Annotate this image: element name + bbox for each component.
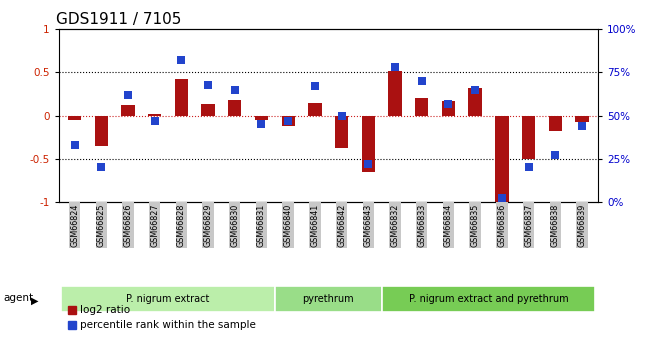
Point (443, 101, 454, 106)
Text: ▶: ▶ (31, 296, 39, 306)
Text: GSM66829: GSM66829 (203, 204, 213, 247)
Point (96, 165, 107, 170)
Text: GSM66835: GSM66835 (471, 204, 480, 247)
Bar (549, 116, 562, 131)
Legend: log2 ratio, percentile rank within the sample: log2 ratio, percentile rank within the s… (64, 301, 261, 335)
Text: GSM66833: GSM66833 (417, 204, 426, 247)
Text: GSM66831: GSM66831 (257, 204, 266, 247)
Point (577, 123, 587, 129)
Text: GSM66825: GSM66825 (97, 204, 106, 247)
Bar (442, 101, 455, 116)
Text: GSM66836: GSM66836 (497, 204, 506, 247)
Bar (335, 116, 348, 148)
Bar (575, 116, 589, 121)
Bar (175, 79, 188, 116)
Text: P. nigrum extract: P. nigrum extract (126, 294, 210, 304)
Text: GSM66834: GSM66834 (444, 204, 453, 247)
Text: GSM66840: GSM66840 (283, 204, 292, 247)
Text: GSM66837: GSM66837 (524, 204, 533, 247)
Text: pyrethrum: pyrethrum (302, 294, 354, 304)
Text: GSM66839: GSM66839 (577, 204, 586, 247)
Text: GSM66843: GSM66843 (364, 204, 373, 247)
Point (470, 87, 480, 92)
Bar (255, 116, 268, 120)
Text: GSM66827: GSM66827 (150, 204, 159, 247)
Bar (122, 105, 135, 116)
Bar (495, 116, 508, 202)
Text: P. nigrum extract and pyrethrum: P. nigrum extract and pyrethrum (409, 294, 568, 304)
Point (337, 113, 347, 118)
Point (203, 82, 213, 87)
Point (150, 118, 160, 124)
Point (497, 196, 507, 201)
Point (256, 121, 266, 127)
Bar (228, 100, 241, 116)
Point (417, 78, 427, 84)
Bar (522, 116, 535, 159)
Point (283, 118, 293, 124)
Text: agent: agent (3, 293, 33, 303)
Text: GSM66832: GSM66832 (391, 204, 400, 247)
Point (123, 92, 133, 98)
Point (176, 58, 187, 63)
Text: GDS1911 / 7105: GDS1911 / 7105 (56, 12, 181, 27)
Point (550, 152, 560, 158)
Bar (202, 104, 214, 116)
Point (523, 165, 534, 170)
Bar (148, 114, 161, 116)
Bar (388, 71, 402, 116)
Bar (469, 88, 482, 116)
Point (70, 142, 80, 148)
Bar (281, 116, 295, 126)
Text: GSM66826: GSM66826 (124, 204, 133, 247)
Text: GSM66830: GSM66830 (230, 204, 239, 247)
Text: GSM66828: GSM66828 (177, 204, 186, 247)
Bar (415, 98, 428, 116)
Bar (361, 116, 375, 171)
Bar (308, 103, 322, 116)
Text: GSM66824: GSM66824 (70, 204, 79, 247)
Bar (68, 116, 81, 120)
Text: GSM66838: GSM66838 (551, 204, 560, 247)
Point (229, 87, 240, 92)
Text: GSM66841: GSM66841 (311, 204, 319, 247)
Text: GSM66842: GSM66842 (337, 204, 346, 247)
Point (309, 83, 320, 89)
Bar (94, 116, 108, 146)
Point (390, 65, 400, 70)
Point (363, 161, 374, 167)
